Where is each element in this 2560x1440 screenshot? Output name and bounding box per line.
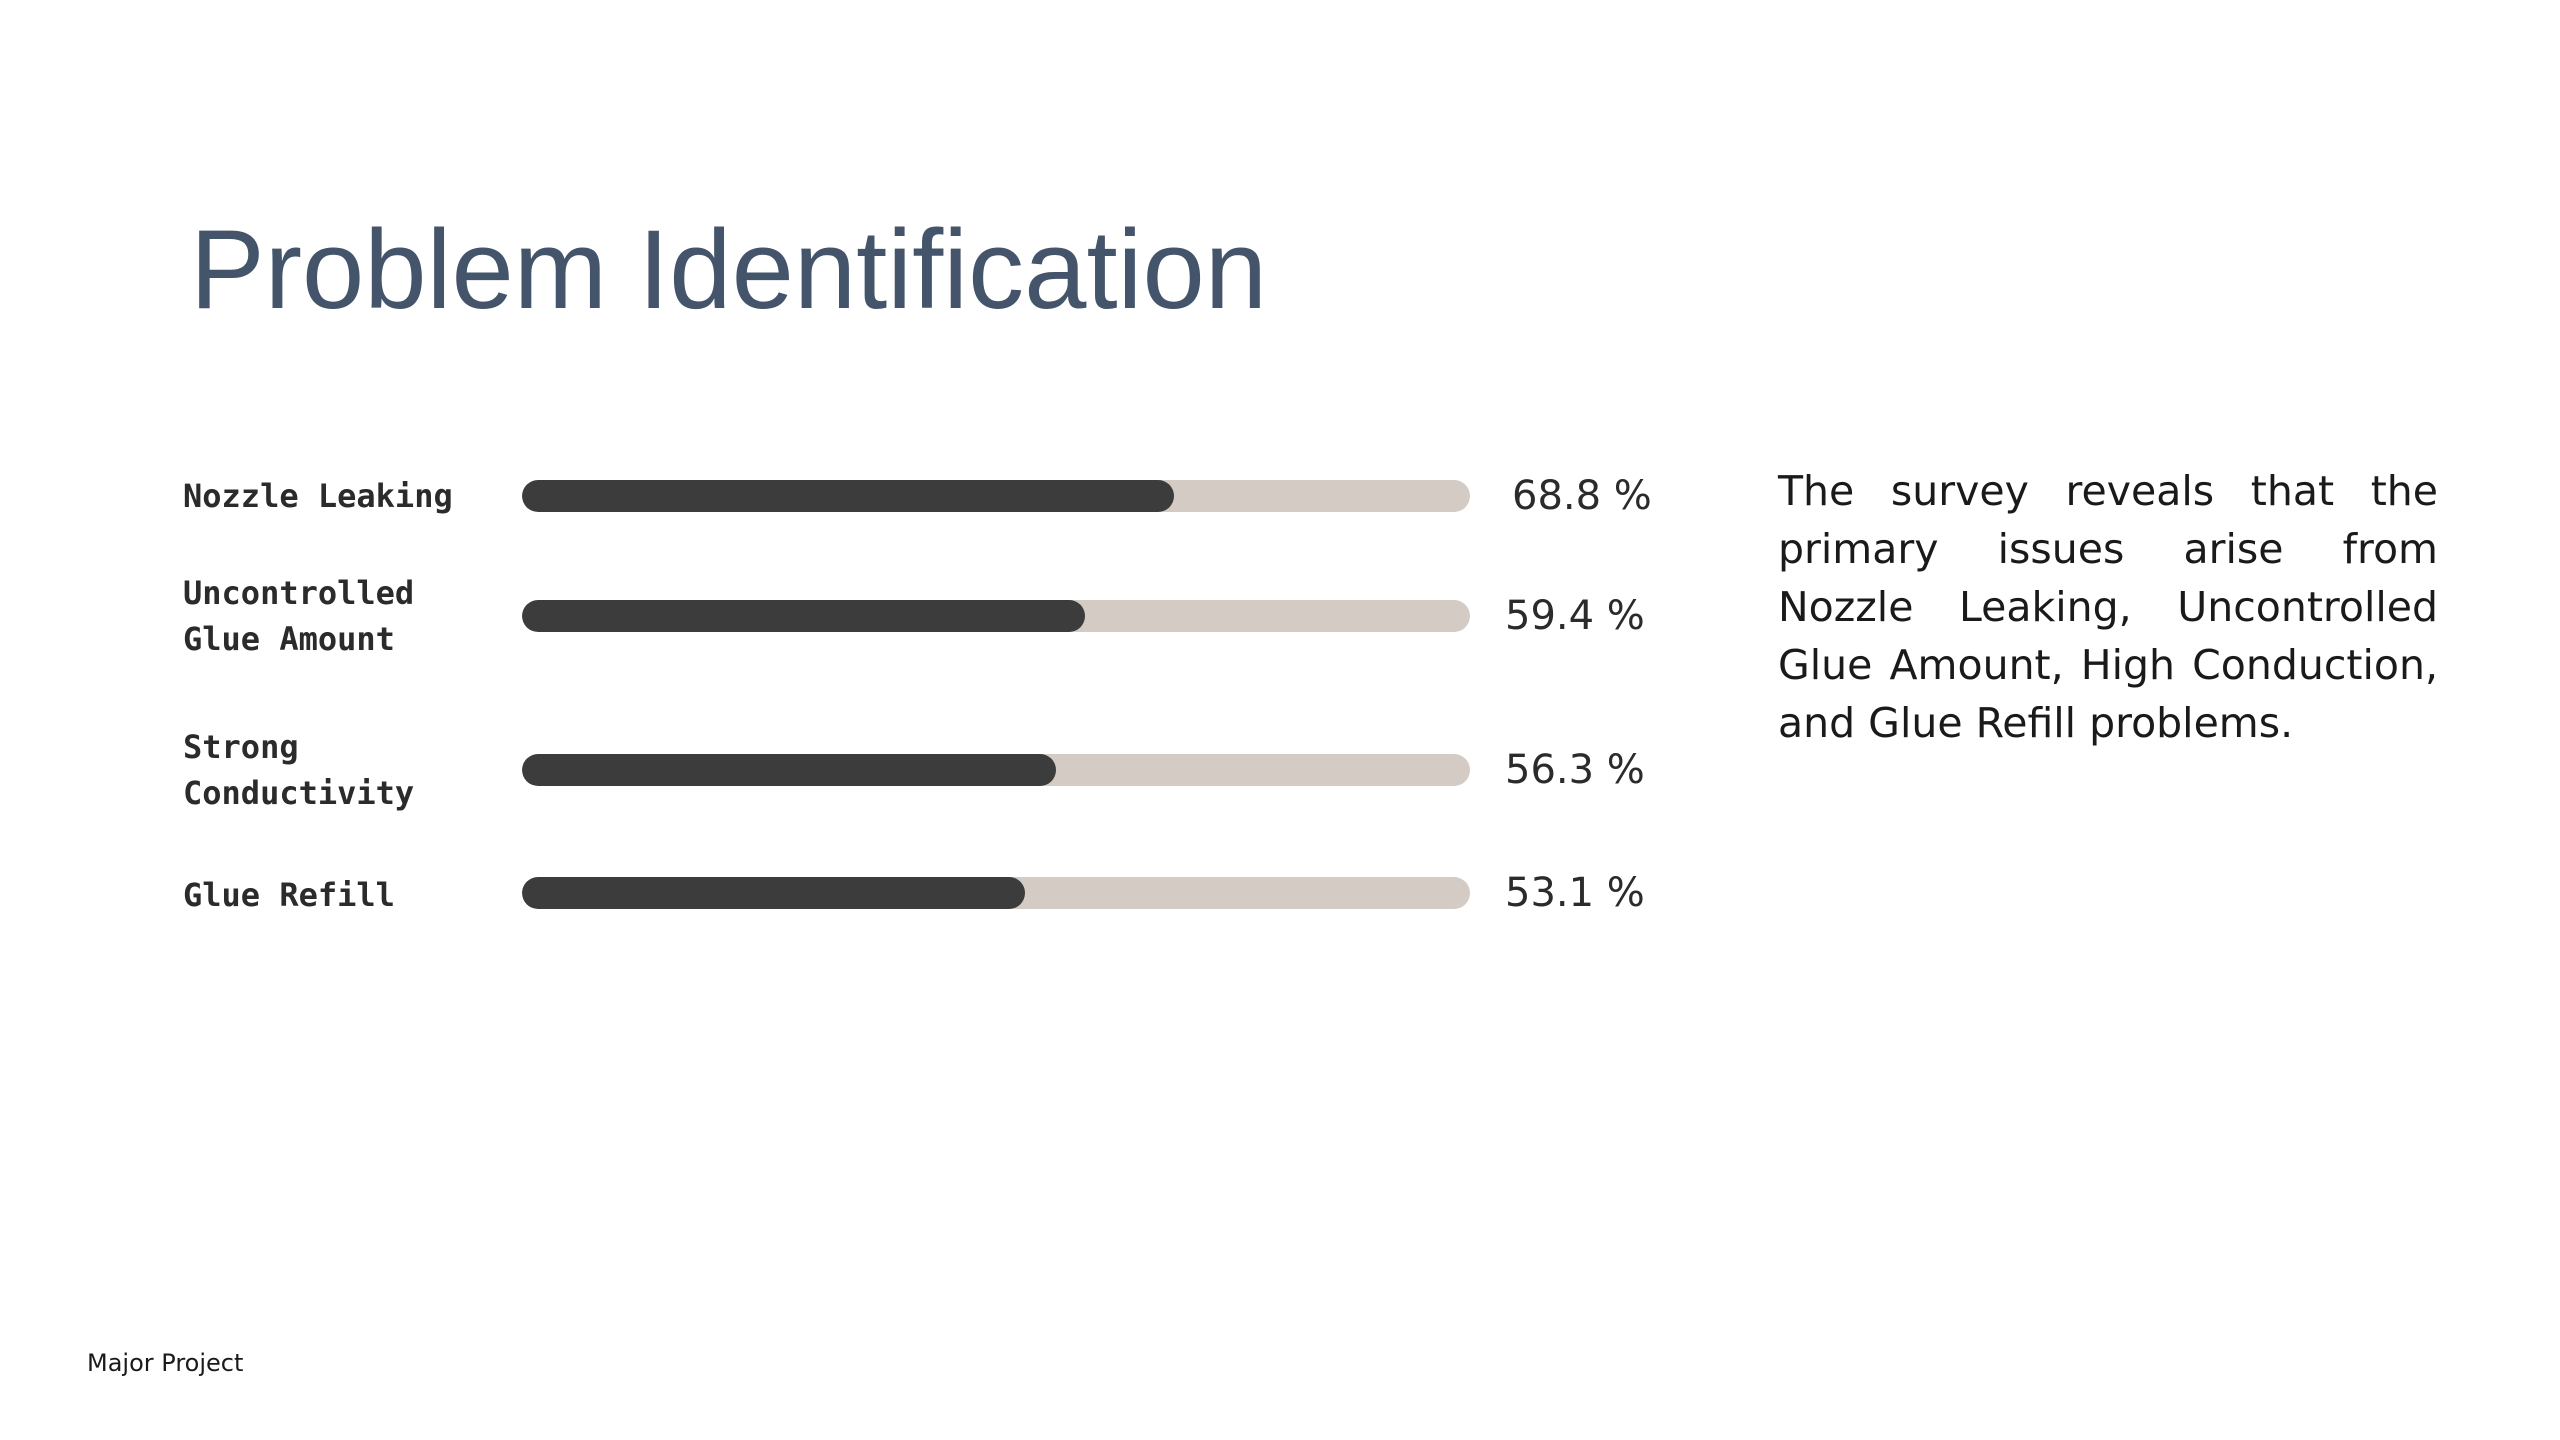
bar-label: Strong Conductivity: [183, 728, 415, 812]
bar-value-label: 56.3 %: [1505, 747, 1645, 793]
bar-label: Uncontrolled Glue Amount: [183, 574, 415, 658]
bar-value-label: 53.1 %: [1505, 870, 1645, 916]
bar-fill: [522, 600, 1086, 632]
bar-fill: [522, 480, 1175, 512]
bar-value-label: 68.8 %: [1512, 473, 1652, 519]
bar-fill: [522, 877, 1026, 909]
bar-track: [522, 600, 1470, 632]
bar-value-label: 59.4 %: [1505, 593, 1645, 639]
bar-label: Glue Refill: [183, 876, 395, 914]
bar-track: [522, 877, 1470, 909]
bar-track: [522, 480, 1470, 512]
bar-label: Nozzle Leaking: [183, 477, 453, 515]
footer-label: Major Project: [87, 1349, 244, 1377]
summary-paragraph: The survey reveals that the primary issu…: [1778, 467, 2438, 747]
bar-track: [522, 754, 1470, 786]
bar-fill: [522, 754, 1056, 786]
slide-title: Problem Identification: [190, 207, 1268, 332]
